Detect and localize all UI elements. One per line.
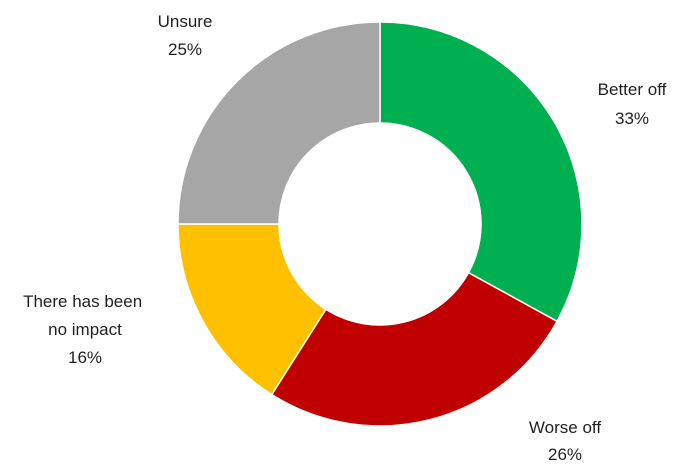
slice-value-no-impact: 16% [68, 348, 102, 367]
slice-value-worse-off: 26% [548, 445, 582, 464]
slice-value-unsure: 25% [168, 40, 202, 59]
slice-value-better-off: 33% [615, 109, 649, 128]
slice-label-no-impact: There has been no impact [23, 292, 147, 339]
slice-label-worse-off: Worse off [529, 418, 601, 437]
slice-label-no-impact-line2: no impact [48, 320, 122, 339]
slice-unsure [177, 21, 381, 225]
slice-label-better-off: Better off [598, 80, 667, 99]
slice-label-unsure: Unsure [158, 12, 213, 31]
slice-better-off [379, 21, 583, 323]
donut-slices [177, 21, 583, 427]
slice-there-has-been-no-impact [177, 223, 327, 396]
slice-label-no-impact-line1: There has been [23, 292, 142, 311]
slice-worse-off [270, 271, 559, 427]
